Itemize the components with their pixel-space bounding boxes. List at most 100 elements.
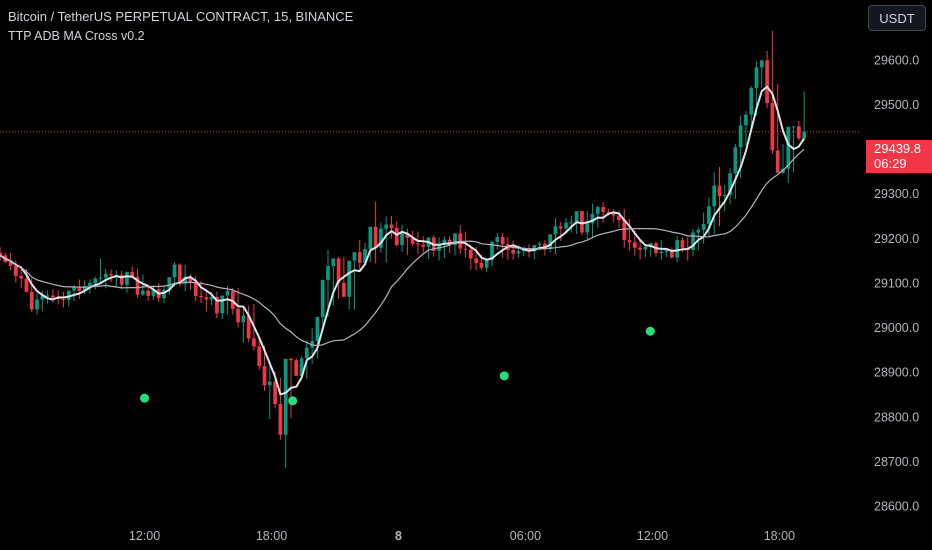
candle-body [601, 207, 605, 213]
chart-title: Bitcoin / TetherUS PERPETUAL CONTRACT, 1… [8, 9, 354, 24]
candle-body [728, 173, 732, 196]
cross-signal-dot [288, 396, 298, 406]
candle-body [410, 237, 415, 244]
candle-body [511, 249, 516, 254]
candle-body [516, 251, 521, 254]
candle-body [611, 212, 616, 216]
candle-body [262, 366, 267, 386]
candle-body [585, 223, 590, 233]
y-tick-label: 28900.0 [874, 366, 919, 380]
candle-body [336, 258, 341, 283]
candle-body [627, 240, 632, 243]
candle-body [463, 248, 468, 250]
candle-body [77, 287, 82, 292]
y-tick-label: 29200.0 [874, 232, 919, 246]
candle-body [283, 358, 288, 435]
candle-body [580, 211, 584, 233]
candle-body [479, 262, 484, 268]
candle-body [632, 242, 637, 248]
candle-body [527, 248, 531, 252]
cross-signal-dot [140, 393, 150, 403]
candle-body [405, 232, 410, 238]
candle-body [273, 381, 277, 404]
candle-body [617, 215, 621, 221]
candle-body [384, 224, 389, 229]
candle-body [8, 262, 13, 267]
candle-body [326, 266, 330, 280]
candle-body [500, 237, 505, 245]
candle-body [82, 286, 87, 292]
candle-body [199, 295, 203, 298]
indicator-name[interactable]: TTP ADB MA Cross v0.2 [8, 29, 145, 43]
candle-body [786, 126, 791, 169]
candle-body [140, 290, 145, 295]
candle-body [379, 228, 383, 248]
candle-body [638, 247, 642, 250]
cross-signal-dot [645, 326, 655, 336]
currency-button[interactable]: USDT [868, 5, 926, 31]
candle-body [373, 226, 378, 248]
candle-body [347, 260, 352, 297]
candle-body [167, 277, 172, 290]
candle-body [130, 271, 135, 277]
signals-group [140, 326, 655, 406]
candle-body [484, 260, 489, 268]
candle-body [183, 276, 188, 284]
candle-body [569, 222, 574, 224]
candle-body [172, 264, 177, 278]
candle-body [659, 251, 664, 254]
candle-body [315, 316, 320, 342]
x-tick-label: 06:00 [510, 529, 541, 543]
candle-body [352, 252, 357, 261]
x-tick-label: 12:00 [129, 529, 160, 543]
candle-body [775, 150, 780, 173]
candle-body [770, 103, 775, 151]
candle-body [447, 239, 452, 246]
candle-body [749, 87, 754, 115]
candle-body [230, 291, 235, 309]
candle-body [574, 211, 579, 223]
candle-body [696, 229, 701, 233]
candle-body [304, 347, 309, 359]
candle-body [35, 299, 39, 310]
candle-body [109, 274, 113, 276]
candle-body [162, 289, 166, 299]
y-tick-label: 29500.0 [874, 98, 919, 112]
x-tick-label: 18:00 [256, 529, 287, 543]
candle-body [474, 258, 478, 263]
candle-body [40, 295, 45, 300]
candle-body [294, 360, 299, 376]
candle-body [246, 315, 251, 339]
candle-body [675, 240, 680, 258]
candle-body [125, 271, 129, 285]
candle-body [119, 274, 124, 285]
candle-body [595, 207, 600, 214]
candle-body [537, 243, 542, 246]
y-tick-label: 29300.0 [874, 187, 919, 201]
candle-body [215, 296, 219, 314]
candle-body [204, 297, 209, 300]
candle-body [241, 315, 246, 323]
candle-body [791, 126, 796, 128]
candle-body [257, 346, 262, 367]
candle-body [103, 274, 108, 278]
y-tick-label: 29100.0 [874, 276, 919, 290]
candle-body [267, 381, 272, 386]
cross-signal-dot [499, 371, 509, 381]
candle-body [357, 252, 362, 263]
x-tick-label: 18:00 [764, 529, 795, 543]
candle-body [299, 358, 304, 376]
candle-body [236, 308, 240, 323]
candle-body [606, 212, 611, 214]
y-tick-label: 28700.0 [874, 455, 919, 469]
candle-body [733, 147, 738, 174]
candle-body [225, 291, 230, 296]
candle-body [14, 266, 18, 276]
bar-countdown: 06:29 [874, 156, 907, 171]
candle-body [51, 295, 55, 298]
candle-body [72, 287, 76, 291]
candle-body [590, 213, 595, 224]
y-tick-label: 28600.0 [874, 500, 919, 514]
candle-body [453, 233, 457, 246]
